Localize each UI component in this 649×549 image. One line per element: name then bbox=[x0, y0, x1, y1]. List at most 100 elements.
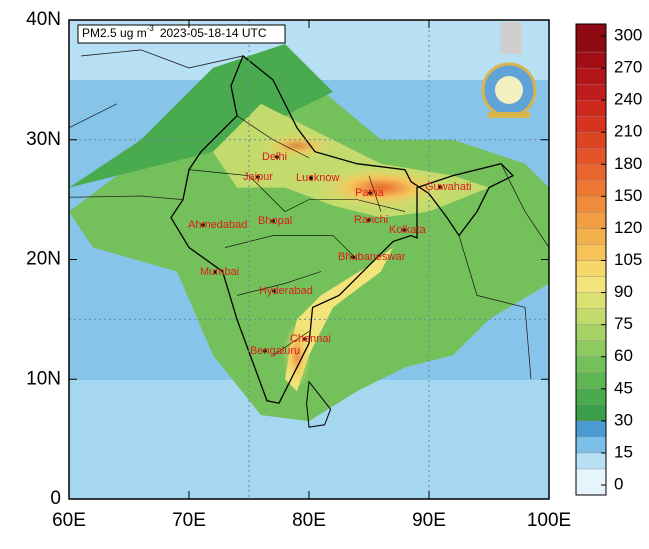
colorbar-band bbox=[575, 83, 607, 101]
state-border bbox=[272, 331, 310, 356]
colorbar-band bbox=[575, 340, 607, 357]
colorbar-band bbox=[575, 244, 607, 261]
city-dot bbox=[402, 228, 406, 232]
colorbar-band bbox=[575, 388, 607, 405]
city-dot bbox=[438, 185, 442, 189]
city-label: Ahmedabad bbox=[188, 219, 247, 231]
colorbar-label: 180 bbox=[614, 154, 642, 173]
colorbar-band bbox=[575, 212, 607, 229]
city-dot bbox=[309, 176, 313, 180]
colorbar-band bbox=[575, 164, 607, 181]
colorbar-label: 45 bbox=[614, 378, 633, 397]
city-label: Guwahati bbox=[425, 181, 471, 193]
colorbar-band bbox=[575, 260, 607, 277]
colorbar-label: 60 bbox=[614, 346, 633, 365]
y-tick-label: 30N bbox=[26, 129, 61, 150]
neighbor-border bbox=[69, 195, 184, 201]
city-dot bbox=[272, 289, 276, 293]
emblem-logo bbox=[481, 22, 537, 118]
colorbar-label: 15 bbox=[614, 442, 633, 461]
city-label: Ranchi bbox=[354, 214, 388, 226]
field-green-dark bbox=[69, 43, 333, 188]
neighbor-border bbox=[458, 235, 532, 380]
colorbar-band bbox=[575, 99, 607, 117]
colorbar-band bbox=[575, 324, 607, 341]
colorbar-band bbox=[575, 308, 607, 325]
colorbar-band bbox=[575, 404, 607, 422]
state-border bbox=[368, 175, 382, 212]
colorbar-band bbox=[575, 180, 607, 197]
field-plume bbox=[311, 165, 451, 210]
city-dot bbox=[256, 175, 260, 179]
state-border bbox=[236, 115, 310, 158]
y-tick-label: 40N bbox=[26, 9, 61, 30]
colorbar-band bbox=[575, 356, 607, 373]
city-label: Delhi bbox=[262, 151, 287, 163]
city-dot bbox=[201, 223, 205, 227]
y-tick-label: 20N bbox=[26, 249, 61, 270]
colorbar-label: 75 bbox=[614, 314, 633, 333]
colorbar-label: 240 bbox=[614, 90, 642, 109]
city-label: Bhubaneswar bbox=[338, 251, 406, 263]
neighbor-border bbox=[69, 103, 118, 129]
country-border bbox=[306, 380, 332, 428]
state-border bbox=[188, 169, 406, 212]
city-dot bbox=[368, 191, 372, 195]
colorbar-label: 150 bbox=[614, 186, 642, 205]
colorbar-label: 30 bbox=[614, 410, 633, 429]
colorbar-label: 300 bbox=[614, 25, 642, 44]
colorbar-band bbox=[575, 196, 607, 213]
city-label: Chennai bbox=[290, 333, 331, 345]
city-label: Mumbai bbox=[200, 266, 239, 278]
colorbar-band bbox=[575, 23, 607, 53]
colorbar-band bbox=[575, 116, 607, 133]
colorbar-band bbox=[575, 276, 607, 293]
colorbar-band bbox=[575, 228, 607, 245]
title-variable: PM2.5 ug m bbox=[82, 26, 147, 40]
colorbar-label: 90 bbox=[614, 282, 633, 301]
colorbar-label: 270 bbox=[614, 58, 642, 77]
colorbar-band bbox=[575, 148, 607, 165]
colorbar-band bbox=[575, 468, 607, 496]
x-tick-label: 100E bbox=[527, 510, 571, 531]
colorbar-frame bbox=[575, 23, 607, 496]
city-dot bbox=[275, 155, 279, 159]
colorbar-band bbox=[575, 51, 607, 69]
y-tick-label: 0 bbox=[50, 488, 61, 509]
state-border bbox=[236, 271, 322, 296]
title-exponent: -3 bbox=[147, 24, 155, 33]
map-field: Delhi Jaipur Lucknow Patna Guwahati Ahmedabad… bbox=[69, 20, 549, 499]
city-label: Jaipur bbox=[243, 171, 273, 183]
country-border bbox=[170, 54, 515, 404]
city-label: Patna bbox=[355, 187, 385, 199]
city-label: Bengaluru bbox=[250, 345, 300, 357]
colorbar-label: 105 bbox=[614, 250, 642, 269]
x-tick-label: 80E bbox=[292, 510, 326, 531]
colorbar-band bbox=[575, 292, 607, 309]
city-label: Hyderabad bbox=[259, 285, 313, 297]
city-dot bbox=[351, 255, 355, 259]
y-tick-label: 10N bbox=[26, 368, 61, 389]
colorbar-label: 120 bbox=[614, 218, 642, 237]
colorbar-band bbox=[575, 67, 607, 85]
title-box bbox=[77, 24, 286, 44]
colorbar-band bbox=[575, 452, 607, 470]
neighbor-border bbox=[500, 163, 549, 248]
colorbar-label: 0 bbox=[614, 474, 623, 493]
map-title: PM2.5 ug m-3 2023-05-18-14 UTC bbox=[82, 24, 267, 40]
city-label: Kolkata bbox=[389, 224, 427, 236]
colorbar-band bbox=[575, 372, 607, 389]
title-time: 2023-05-18-14 UTC bbox=[160, 26, 267, 40]
x-tick-label: 60E bbox=[52, 510, 86, 531]
colorbar-band bbox=[575, 436, 607, 454]
x-tick-label: 70E bbox=[172, 510, 206, 531]
neighbor-border bbox=[80, 49, 244, 69]
colorbar-band bbox=[575, 420, 607, 438]
city-label: Bhopal bbox=[258, 215, 292, 227]
city-dot bbox=[303, 337, 307, 341]
colorbar-label: 210 bbox=[614, 122, 642, 141]
city-dot bbox=[263, 349, 267, 353]
colorbar-band bbox=[575, 132, 607, 149]
city-dot bbox=[271, 219, 275, 223]
